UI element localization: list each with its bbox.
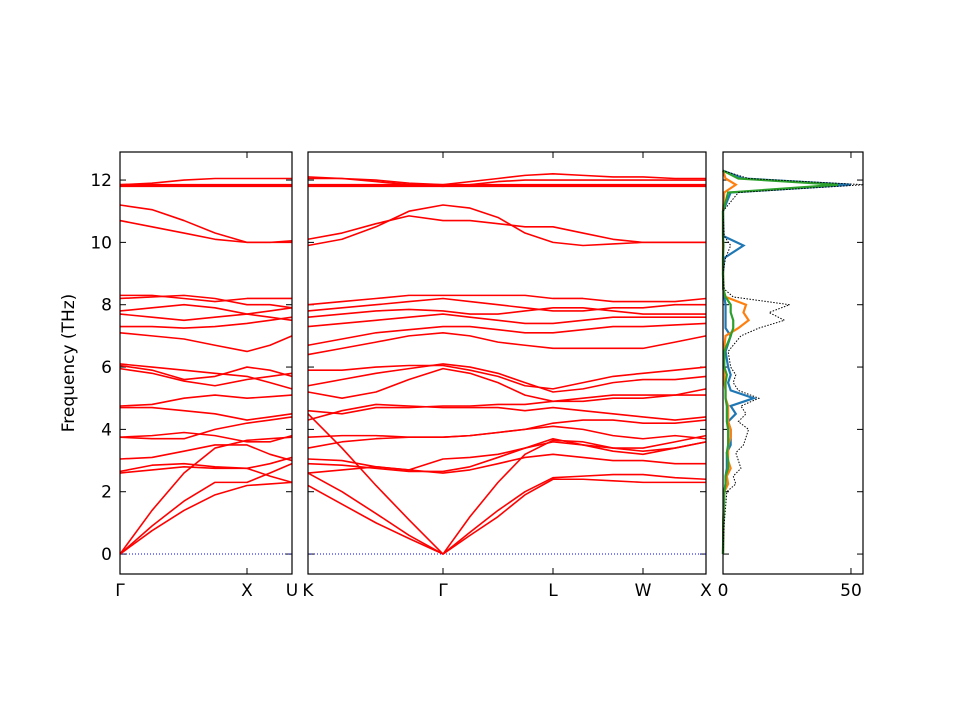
dos-curve <box>722 170 864 555</box>
band-curve <box>119 219 293 244</box>
band-curve <box>119 462 293 484</box>
x-tick-label: Γ <box>115 581 125 601</box>
band-curve <box>308 364 707 390</box>
x-tick-label: K <box>302 581 314 601</box>
plot-frame <box>722 151 864 575</box>
band-curve <box>307 403 707 421</box>
y-tick-label: 0 <box>101 545 112 565</box>
x-tick-label: L <box>548 581 558 601</box>
band-curve <box>119 481 293 555</box>
band-curve <box>120 294 292 303</box>
band-curve <box>308 173 706 186</box>
band-curve <box>307 176 706 188</box>
band-curve <box>307 478 706 555</box>
band-curve <box>307 367 707 403</box>
band-curve <box>119 456 293 474</box>
band-curve <box>307 363 707 393</box>
band-curve <box>307 425 707 440</box>
band-curve <box>307 472 707 555</box>
band-curve <box>119 363 293 390</box>
band-curve <box>119 204 292 244</box>
y-axis-label: Frequency (THz) <box>59 294 79 433</box>
x-tick-label: 0 <box>718 581 729 601</box>
band-curve <box>119 367 293 387</box>
band-curve <box>119 462 293 555</box>
band-curve <box>119 431 293 443</box>
band-curve <box>307 437 707 473</box>
band-curve <box>307 294 707 306</box>
band-curve <box>307 331 707 356</box>
y-tick-label: 12 <box>90 171 112 191</box>
band-curve <box>119 294 293 309</box>
band-curve <box>119 177 292 186</box>
x-tick-label: Γ <box>438 581 448 601</box>
band-curve <box>119 364 293 381</box>
band-curve <box>120 406 293 421</box>
plot-frame <box>307 151 707 575</box>
band-curve <box>307 419 707 449</box>
y-tick-label: 8 <box>101 296 112 316</box>
band-curve <box>307 297 706 312</box>
band-curve <box>307 322 707 347</box>
band-curve <box>307 453 706 474</box>
x-tick-label: W <box>635 581 652 601</box>
x-tick-label: U <box>286 581 298 601</box>
band-curve <box>307 413 707 555</box>
band-curve <box>119 331 293 353</box>
y-tick-label: 4 <box>101 420 112 440</box>
x-tick-label: X <box>241 581 253 601</box>
band-curve <box>307 204 706 247</box>
dos-curve <box>721 169 839 555</box>
band-curve <box>119 394 293 407</box>
band-curve <box>119 303 293 322</box>
x-tick-label: X <box>700 581 712 601</box>
band-curve <box>119 307 293 322</box>
band-curve <box>307 313 706 328</box>
y-tick-label: 10 <box>90 233 112 253</box>
y-tick-label: 6 <box>101 358 112 378</box>
x-tick-label: 50 <box>840 581 862 601</box>
band-curve <box>120 316 293 329</box>
band-curve <box>307 434 707 471</box>
band-curve <box>307 394 706 415</box>
plot-frame <box>119 151 293 575</box>
band-curve <box>119 436 293 555</box>
y-tick-label: 2 <box>101 483 112 503</box>
dos-curve <box>721 169 852 555</box>
band-curve <box>119 416 293 440</box>
band-curve <box>307 307 706 318</box>
band-curve <box>119 444 293 462</box>
